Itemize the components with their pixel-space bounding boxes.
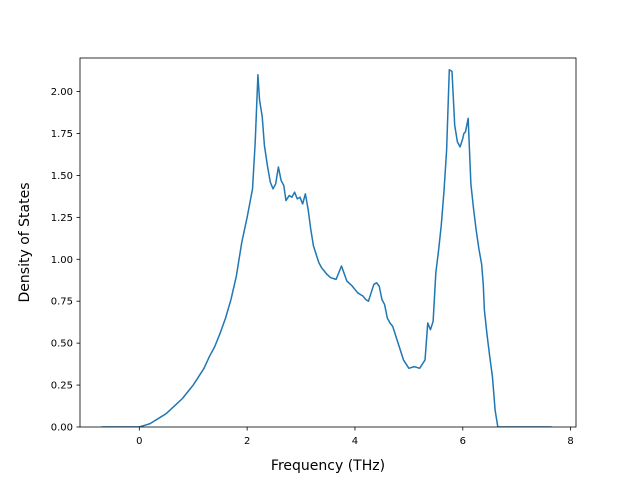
y-tick-label: 1.75: [51, 129, 73, 140]
y-tick-label: 0.50: [51, 339, 73, 350]
y-tick-label: 1.50: [51, 171, 73, 182]
axes-frame: [79, 57, 577, 428]
y-tick-label: 0.00: [51, 423, 73, 434]
y-axis-ticks: 0.00 0.25 0.50 0.75 1.00 1.25 1.50 1.75 2.00: [51, 87, 80, 434]
x-tick-label: 6: [460, 436, 466, 447]
x-axis-label: Frequency (THz): [271, 458, 385, 474]
y-axis-label: Density of States: [17, 183, 33, 303]
y-tick-label: 0.25: [51, 381, 73, 392]
x-tick-label: 8: [567, 436, 573, 447]
dos-series-line: [101, 68, 552, 427]
y-tick-label: 1.25: [51, 213, 73, 224]
y-tick-label: 2.00: [51, 87, 73, 98]
y-tick-label: 1.00: [51, 255, 73, 266]
x-tick-label: 0: [136, 436, 142, 447]
y-tick-label: 0.75: [51, 297, 73, 308]
x-tick-label: 2: [244, 436, 250, 447]
x-axis-ticks: 0 2 4 6 8: [136, 427, 574, 447]
x-tick-label: 4: [352, 436, 358, 447]
plot-area: [101, 68, 552, 427]
